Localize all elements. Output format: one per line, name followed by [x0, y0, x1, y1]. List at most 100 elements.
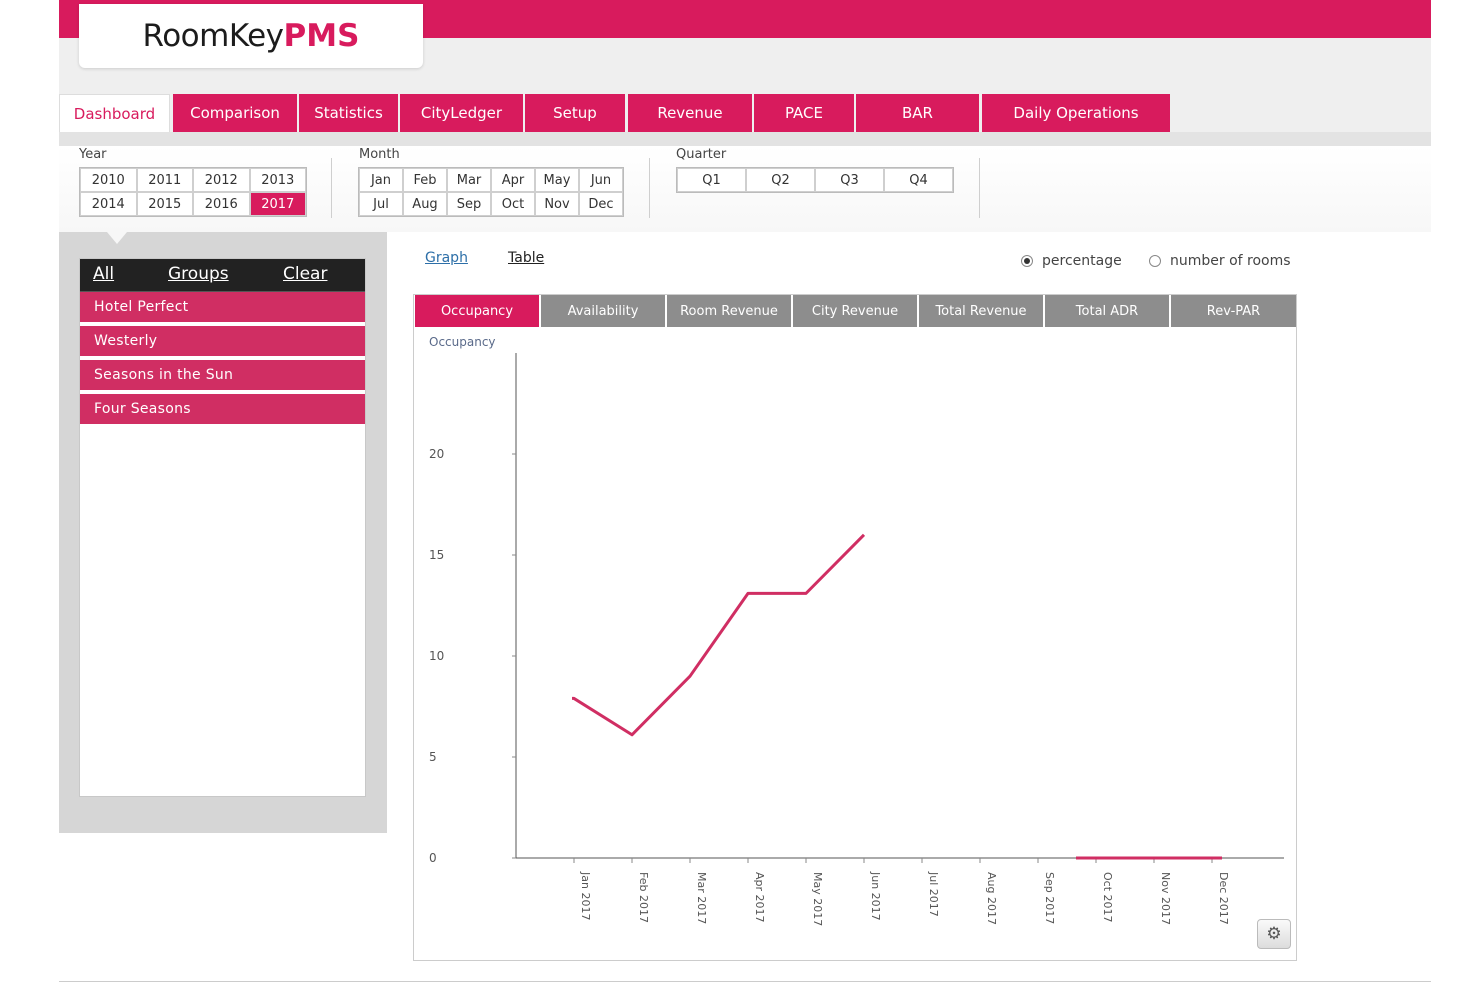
groups-link[interactable]: Groups: [168, 264, 229, 284]
month-option-aug[interactable]: Aug: [403, 192, 447, 216]
hotel-item-seasons-in-the-sun[interactable]: Seasons in the Sun: [80, 360, 365, 392]
table-link[interactable]: Table: [508, 250, 545, 266]
tab-daily-operations[interactable]: Daily Operations: [982, 94, 1170, 132]
month-option-dec[interactable]: Dec: [579, 192, 623, 216]
x-tick-label: Jul 2017: [927, 871, 940, 917]
hotel-list-header: All Groups Clear: [80, 259, 365, 292]
tab-statistics[interactable]: Statistics: [299, 94, 398, 132]
radio-number-of-rooms[interactable]: number of rooms: [1149, 253, 1291, 269]
year-option-2010[interactable]: 2010: [80, 168, 137, 192]
y-tick-label: 15: [429, 548, 444, 562]
tab-setup[interactable]: Setup: [525, 94, 625, 132]
month-option-mar[interactable]: Mar: [447, 168, 491, 192]
graph-link[interactable]: Graph: [425, 250, 468, 266]
x-tick-label: Aug 2017: [985, 872, 998, 925]
app-window: RoomKey PMS Dashboard Comparison Statisti…: [59, 0, 1431, 987]
x-tick-label: Oct 2017: [1101, 872, 1114, 923]
x-tick-label: Sep 2017: [1043, 872, 1056, 924]
metric-tab-total-revenue[interactable]: Total Revenue: [919, 295, 1045, 327]
metric-tab-rev-par[interactable]: Rev-PAR: [1171, 295, 1296, 327]
month-option-apr[interactable]: Apr: [491, 168, 535, 192]
year-option-2011[interactable]: 2011: [136, 168, 193, 192]
chart-panel: Occupancy Availability Room Revenue City…: [413, 294, 1297, 961]
hotel-item-hotel-perfect[interactable]: Hotel Perfect: [80, 292, 365, 324]
month-option-jan[interactable]: Jan: [359, 168, 403, 192]
x-tick-label: Apr 2017: [753, 872, 766, 923]
x-tick-label: Jun 2017: [869, 871, 882, 921]
hotel-list-panel: All Groups Clear Hotel Perfect Westerly …: [79, 258, 366, 797]
tab-underline: [59, 132, 1431, 146]
radio-percentage-dot[interactable]: [1021, 255, 1033, 267]
month-option-sep[interactable]: Sep: [447, 192, 491, 216]
metric-tab-total-adr[interactable]: Total ADR: [1045, 295, 1171, 327]
metric-tab-availability[interactable]: Availability: [541, 295, 667, 327]
y-tick-label: 0: [429, 851, 437, 865]
tab-dashboard[interactable]: Dashboard: [59, 94, 170, 132]
tab-revenue[interactable]: Revenue: [628, 94, 752, 132]
metric-tab-city-revenue[interactable]: City Revenue: [793, 295, 919, 327]
month-option-jul[interactable]: Jul: [359, 192, 403, 216]
month-selector: Jan Feb Mar Apr May Jun Jul Aug Sep Oct Nov Dec: [358, 167, 624, 217]
year-label: Year: [79, 147, 107, 162]
tab-comparison[interactable]: Comparison: [173, 94, 297, 132]
year-option-2017[interactable]: 2017: [249, 192, 306, 216]
x-tick-label: Dec 2017: [1217, 872, 1230, 925]
select-all-link[interactable]: All: [93, 264, 115, 284]
quarter-option-q4[interactable]: Q4: [884, 168, 953, 192]
quarter-option-q3[interactable]: Q3: [815, 168, 884, 192]
year-option-2013[interactable]: 2013: [249, 168, 306, 192]
x-tick-label: Mar 2017: [695, 872, 708, 924]
radio-percentage[interactable]: percentage: [1021, 253, 1122, 269]
quarter-option-q1[interactable]: Q1: [677, 168, 746, 192]
clear-link[interactable]: Clear: [283, 264, 328, 284]
y-tick-label: 5: [429, 750, 437, 764]
metric-tab-room-revenue[interactable]: Room Revenue: [667, 295, 793, 327]
radio-rooms-dot[interactable]: [1149, 255, 1161, 267]
y-tick-label: 10: [429, 649, 444, 663]
year-option-2015[interactable]: 2015: [136, 192, 193, 216]
divider: [331, 158, 332, 218]
divider: [649, 158, 650, 218]
date-filters: Year 2010 2011 2012 2013 2014 2015 2016 2017 Mo…: [59, 146, 1431, 232]
month-option-feb[interactable]: Feb: [403, 168, 447, 192]
gear-icon: ⚙: [1266, 924, 1282, 944]
y-tick-label: 20: [429, 447, 444, 461]
x-tick-label: Jan 2017: [579, 871, 592, 920]
logo-text-roomkey: RoomKey: [142, 18, 284, 54]
month-option-oct[interactable]: Oct: [491, 192, 535, 216]
hotel-item-westerly[interactable]: Westerly: [80, 326, 365, 358]
divider: [979, 158, 980, 218]
metric-tabs: Occupancy Availability Room Revenue City…: [414, 295, 1296, 327]
month-label: Month: [359, 147, 400, 162]
logo[interactable]: RoomKey PMS: [79, 4, 423, 68]
month-option-jun[interactable]: Jun: [579, 168, 623, 192]
year-option-2012[interactable]: 2012: [193, 168, 250, 192]
metric-tab-occupancy[interactable]: Occupancy: [415, 295, 541, 327]
month-option-nov[interactable]: Nov: [535, 192, 579, 216]
x-tick-label: Feb 2017: [637, 872, 650, 923]
logo-text-pms: PMS: [283, 18, 360, 54]
x-tick-label: Nov 2017: [1159, 872, 1172, 925]
quarter-selector: Q1 Q2 Q3 Q4: [676, 167, 954, 193]
hotel-item-four-seasons[interactable]: Four Seasons: [80, 394, 365, 426]
quarter-label: Quarter: [676, 147, 727, 162]
occupancy-line-chart: Occupancy 0 5 10 15 20 Jan 2017 Feb 2017 Mar 201…: [429, 335, 1284, 926]
x-tick-label: May 2017: [811, 872, 824, 926]
year-option-2016[interactable]: 2016: [193, 192, 250, 216]
year-selector: 2010 2011 2012 2013 2014 2015 2016 2017: [79, 167, 307, 217]
main-nav-tabs: Dashboard Comparison Statistics CityLedg…: [59, 94, 1431, 132]
y-axis-label: Occupancy: [429, 335, 496, 349]
quarter-option-q2[interactable]: Q2: [746, 168, 815, 192]
tab-cityledger[interactable]: CityLedger: [400, 94, 523, 132]
hotel-sidebar: All Groups Clear Hotel Perfect Westerly …: [59, 232, 387, 833]
year-option-2014[interactable]: 2014: [80, 192, 137, 216]
tab-bar[interactable]: BAR: [856, 94, 979, 132]
panel-pointer: [107, 232, 127, 244]
month-option-may[interactable]: May: [535, 168, 579, 192]
tab-pace[interactable]: PACE: [754, 94, 854, 132]
footer-divider: [59, 981, 1431, 982]
occupancy-series-line: [572, 533, 866, 737]
radio-percentage-label: percentage: [1042, 253, 1122, 269]
radio-rooms-label: number of rooms: [1170, 253, 1291, 269]
settings-button[interactable]: ⚙: [1257, 919, 1291, 949]
